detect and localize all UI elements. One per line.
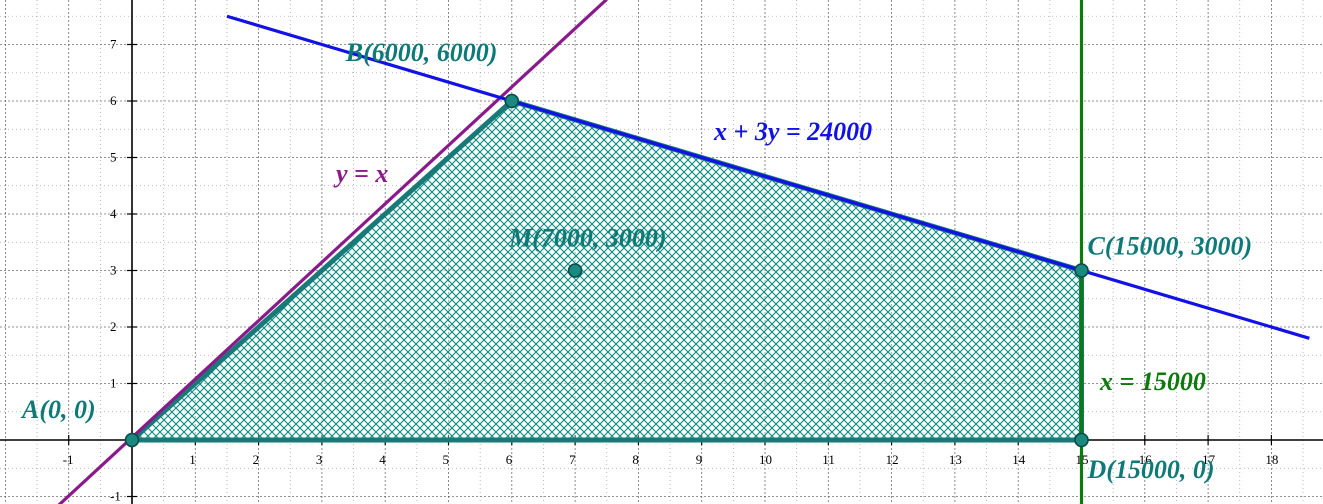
y-tick-label: 3 <box>110 263 117 278</box>
point-label: C(15000, 3000) <box>1088 232 1253 261</box>
line-label: y = x <box>333 159 388 188</box>
x-tick-label: 10 <box>759 452 772 467</box>
vertex-point <box>567 263 583 278</box>
x-tick-label: 3 <box>316 452 323 467</box>
vertex-point <box>1074 432 1089 448</box>
x-tick-label: 17 <box>1202 452 1216 467</box>
x-tick-label: 16 <box>1139 452 1153 467</box>
y-tick-label: 2 <box>110 319 117 334</box>
x-tick-label: 8 <box>632 452 639 467</box>
x-tick-label: 14 <box>1012 452 1025 467</box>
annotations: A(0, 0) B(6000, 6000) C(15000, 3000) D(1500… <box>20 38 1252 484</box>
x-tick-label: -1 <box>63 452 74 467</box>
y-tick-label: 5 <box>110 150 117 165</box>
line-y-equals-x <box>57 0 608 504</box>
feasible-region <box>129 98 1084 443</box>
line-label: x + 3y = 24000 <box>713 117 872 146</box>
x-tick-label: 4 <box>379 452 386 467</box>
x-tick-label: 7 <box>569 452 576 467</box>
vertex-point <box>1074 263 1089 278</box>
y-tick-label: 7 <box>110 37 117 52</box>
point-label: D(15000, 0) <box>1087 455 1215 484</box>
region-outline <box>129 98 1084 443</box>
x-tick-label: 9 <box>696 452 703 467</box>
point-label: B(6000, 6000) <box>345 38 498 67</box>
x-tick-label: 5 <box>443 452 450 467</box>
point-label: A(0, 0) <box>20 395 96 424</box>
y-tick-label: 6 <box>110 93 117 108</box>
vertex-point <box>124 432 140 448</box>
point-label: M(7000, 3000) <box>508 224 666 253</box>
x-tick-label: 6 <box>506 452 513 467</box>
y-tick-label: -1 <box>110 489 121 504</box>
x-tick-label: 12 <box>886 452 899 467</box>
line-label: x = 15000 <box>1099 367 1206 396</box>
vertex-point <box>504 93 520 109</box>
y-tick-label: 4 <box>110 206 117 221</box>
y-tick-label: 1 <box>110 376 117 391</box>
constraint-lines <box>57 0 1310 504</box>
line-x-plus-3y <box>226 14 1310 340</box>
x-tick-label: 13 <box>949 452 962 467</box>
vertex-points <box>124 93 1089 448</box>
x-tick-label: 2 <box>253 452 260 467</box>
x-tick-label: 18 <box>1265 452 1278 467</box>
x-tick-label: 1 <box>189 452 196 467</box>
x-tick-label: 11 <box>822 452 835 467</box>
